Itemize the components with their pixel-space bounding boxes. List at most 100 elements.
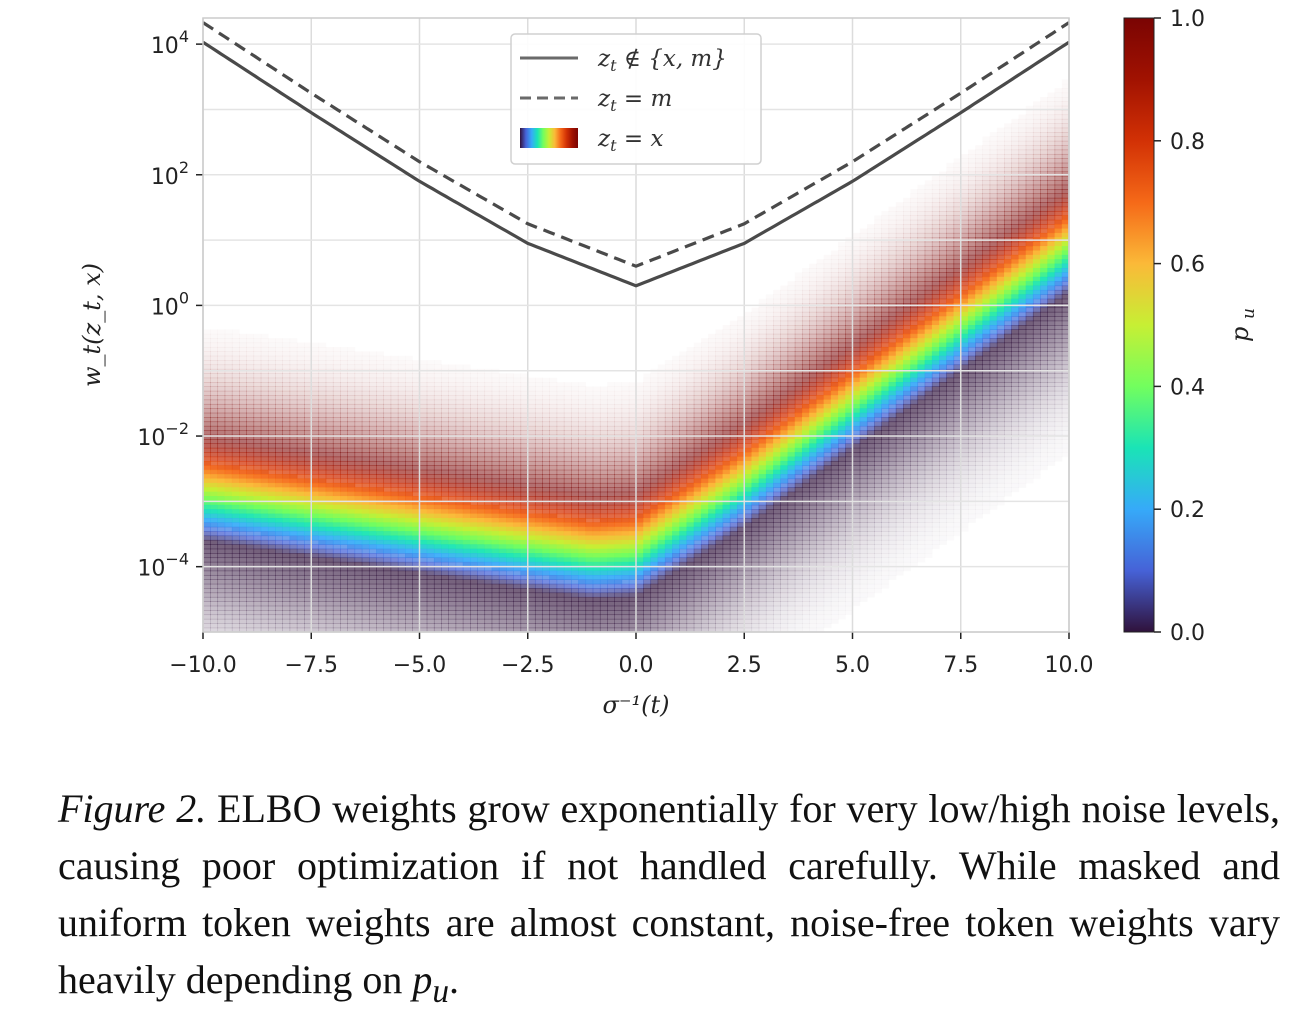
heatmap-cell bbox=[664, 500, 673, 506]
heatmap-cell bbox=[672, 395, 680, 401]
heatmap-cell bbox=[455, 526, 464, 532]
heatmap-cell bbox=[275, 496, 283, 502]
heatmap-cell bbox=[534, 548, 543, 554]
heatmap-cell bbox=[354, 491, 363, 497]
heatmap-cell bbox=[210, 574, 219, 580]
heatmap-cell bbox=[239, 491, 247, 497]
heatmap-cell bbox=[636, 601, 644, 607]
heatmap-cell bbox=[210, 355, 219, 361]
heatmap-cell bbox=[534, 535, 543, 541]
heatmap-cell bbox=[563, 522, 572, 528]
heatmap-cell bbox=[715, 496, 724, 502]
heatmap-cell bbox=[564, 391, 572, 396]
heatmap-cell bbox=[231, 496, 240, 502]
heatmap-cell bbox=[549, 522, 558, 528]
heatmap-cell bbox=[506, 403, 514, 409]
heatmap-cell bbox=[326, 347, 334, 352]
heatmap-cell bbox=[397, 557, 406, 563]
heatmap-cell bbox=[636, 439, 644, 445]
heatmap-cell bbox=[599, 596, 608, 602]
heatmap-cell bbox=[405, 566, 413, 572]
heatmap-cell bbox=[534, 395, 543, 401]
heatmap-cell bbox=[715, 334, 723, 339]
heatmap-cell bbox=[368, 421, 377, 427]
heatmap-cell bbox=[679, 460, 688, 466]
heatmap-cell bbox=[737, 539, 745, 545]
heatmap-cell bbox=[362, 351, 370, 356]
heatmap-cell bbox=[448, 509, 457, 515]
heatmap-cell bbox=[679, 399, 688, 405]
heatmap-cell bbox=[282, 417, 291, 423]
heatmap-cell bbox=[484, 412, 493, 418]
heatmap-cell bbox=[751, 517, 760, 523]
heatmap-cell bbox=[751, 417, 760, 423]
heatmap-cell bbox=[542, 517, 550, 523]
heatmap-cell bbox=[643, 513, 652, 519]
heatmap-cell bbox=[397, 430, 406, 436]
heatmap-cell bbox=[700, 548, 709, 554]
heatmap-cell bbox=[282, 343, 290, 348]
heatmap-cell bbox=[592, 496, 601, 502]
heatmap-cell bbox=[296, 610, 305, 616]
heatmap-cell bbox=[289, 561, 298, 567]
heatmap-cell bbox=[477, 583, 486, 589]
heatmap-cell bbox=[203, 583, 211, 589]
heatmap-cell bbox=[217, 566, 226, 572]
heatmap-cell bbox=[592, 469, 601, 475]
heatmap-cell bbox=[498, 403, 507, 409]
heatmap-cell bbox=[368, 579, 377, 585]
heatmap-cell bbox=[744, 390, 753, 396]
heatmap-cell bbox=[664, 583, 673, 589]
heatmap-cell bbox=[744, 316, 752, 321]
heatmap-cell bbox=[455, 605, 464, 611]
heatmap-cell bbox=[693, 504, 702, 510]
heatmap-cell bbox=[477, 592, 486, 598]
heatmap-cell bbox=[744, 570, 753, 576]
heatmap-cell bbox=[477, 382, 486, 387]
heatmap-cell bbox=[765, 412, 774, 418]
heatmap-cell bbox=[390, 465, 399, 471]
heatmap-cell bbox=[239, 382, 247, 387]
heatmap-cell bbox=[246, 343, 254, 348]
heatmap-cell bbox=[253, 531, 262, 537]
heatmap-cell bbox=[210, 535, 219, 541]
heatmap-cell bbox=[520, 452, 529, 458]
heatmap-cell bbox=[657, 390, 666, 396]
heatmap-cell bbox=[520, 623, 529, 629]
heatmap-cell bbox=[650, 456, 659, 462]
heatmap-cell bbox=[441, 456, 449, 462]
heatmap-cell bbox=[715, 500, 724, 506]
heatmap-cell bbox=[462, 447, 471, 453]
heatmap-cell bbox=[628, 430, 637, 436]
heatmap-cell bbox=[325, 574, 334, 580]
heatmap-cell bbox=[405, 425, 413, 431]
heatmap-cell bbox=[253, 430, 262, 436]
heatmap-cell bbox=[296, 469, 305, 475]
heatmap-cell bbox=[260, 395, 269, 401]
heatmap-cell bbox=[210, 544, 219, 550]
heatmap-cell bbox=[217, 539, 226, 545]
heatmap-cell bbox=[585, 421, 594, 427]
heatmap-cell bbox=[390, 430, 399, 436]
heatmap-cell bbox=[253, 579, 262, 585]
heatmap-cell bbox=[412, 522, 421, 528]
heatmap-cell bbox=[368, 513, 377, 519]
heatmap-cell bbox=[311, 386, 320, 392]
heatmap-cell bbox=[758, 627, 767, 632]
heatmap-cell bbox=[700, 601, 709, 607]
heatmap-cell bbox=[462, 469, 471, 475]
heatmap-cell bbox=[232, 329, 240, 334]
heatmap-cell bbox=[412, 504, 421, 510]
heatmap-cell bbox=[253, 465, 262, 471]
heatmap-cell bbox=[275, 421, 283, 427]
heatmap-cell bbox=[650, 439, 659, 445]
heatmap-cell bbox=[722, 500, 731, 506]
heatmap-cell bbox=[426, 425, 435, 431]
heatmap-cell bbox=[729, 614, 738, 620]
heatmap-cell bbox=[462, 588, 471, 594]
heatmap-cell bbox=[765, 386, 774, 392]
heatmap-cell bbox=[650, 618, 659, 624]
heatmap-cell bbox=[498, 386, 507, 392]
heatmap-cell bbox=[210, 425, 219, 431]
heatmap-cell bbox=[246, 443, 255, 449]
